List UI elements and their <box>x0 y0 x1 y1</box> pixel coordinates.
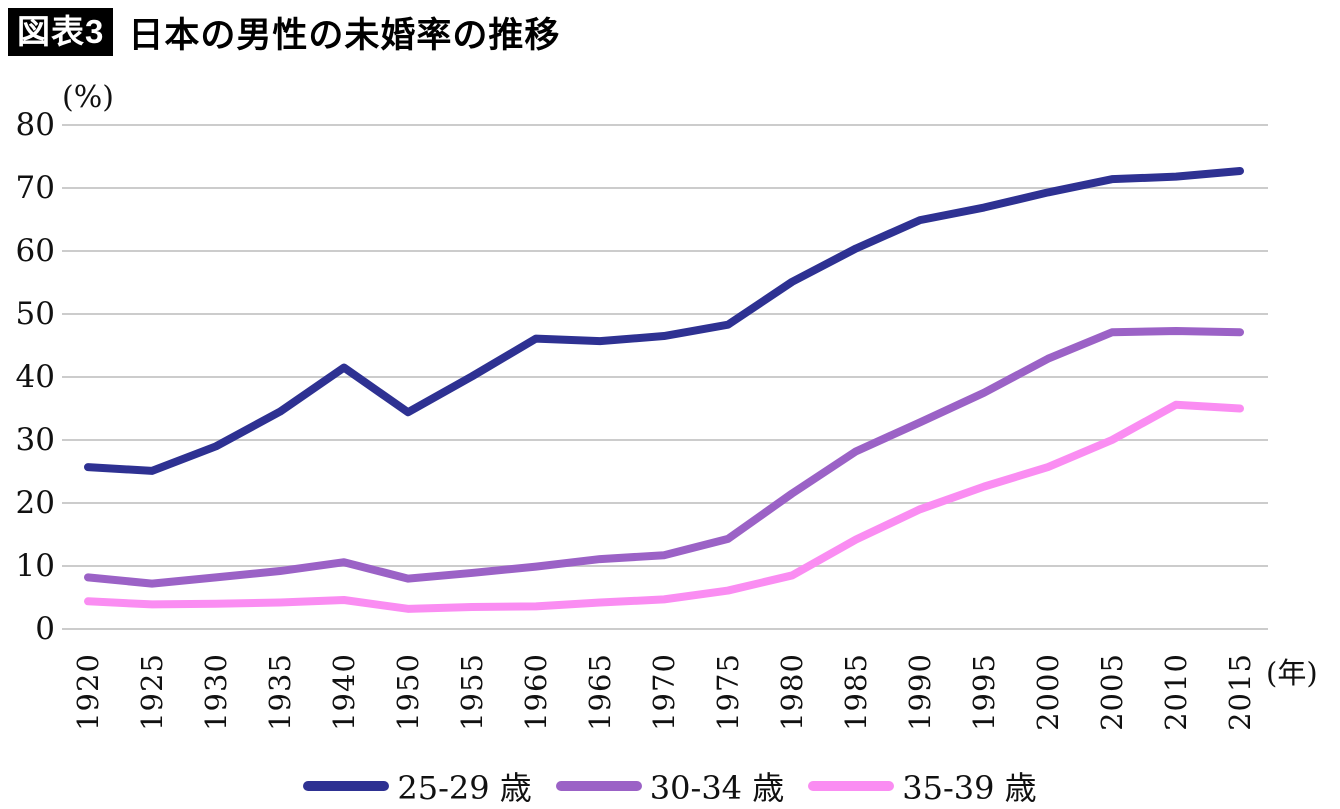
figure-number-badge: 図表3 <box>8 8 114 56</box>
x-tick-label-1920: 1920 <box>71 653 105 731</box>
y-tick-label-40: 40 <box>15 359 55 395</box>
legend-item-2: 35-39 歳 <box>808 763 1037 809</box>
series-line-2 <box>84 400 1244 613</box>
figure-title: 日本の男性の未婚率の推移 <box>128 15 561 55</box>
y-tick-label-50: 50 <box>15 296 55 332</box>
y-tick-label-70: 70 <box>15 170 55 206</box>
legend-line-swatch-1 <box>555 781 642 791</box>
legend-line-swatch-0 <box>303 781 390 791</box>
x-tick-label-1940: 1940 <box>327 653 361 731</box>
legend-label-1: 30-34 歳 <box>649 769 785 807</box>
legend-item-1: 30-34 歳 <box>555 763 785 809</box>
x-tick-label-2000: 2000 <box>1031 653 1065 731</box>
x-tick-label-1935: 1935 <box>263 653 297 731</box>
x-tick-label-2010: 2010 <box>1159 653 1193 731</box>
y-tick-label-30: 30 <box>15 422 55 458</box>
legend-item-0: 25-29 歳 <box>303 763 532 809</box>
series-line-0 <box>84 166 1244 475</box>
x-tick-label-1990: 1990 <box>903 653 937 731</box>
y-tick-label-10: 10 <box>15 548 55 584</box>
x-tick-label-1950: 1950 <box>391 653 425 731</box>
x-tick-label-1985: 1985 <box>839 653 873 731</box>
y-tick-label-80: 80 <box>15 107 55 143</box>
x-tick-label-1975: 1975 <box>711 653 745 731</box>
series-line-1 <box>84 327 1244 588</box>
y-tick-label-20: 20 <box>15 485 55 521</box>
figure-header: 図表3 日本の男性の未婚率の推移 <box>8 8 560 56</box>
x-tick-label-2005: 2005 <box>1095 653 1129 731</box>
legend-line-swatch-2 <box>808 781 895 791</box>
x-tick-label-2015: 2015 <box>1223 653 1257 731</box>
x-tick-label-1995: 1995 <box>967 653 1001 731</box>
legend-label-2: 35-39 歳 <box>902 769 1037 807</box>
x-tick-label-1955: 1955 <box>455 653 489 731</box>
y-tick-label-60: 60 <box>15 233 55 269</box>
x-tick-label-1960: 1960 <box>519 653 553 731</box>
x-axis-unit-label: (年) <box>1266 656 1318 690</box>
y-axis-unit-label: (%) <box>62 80 114 115</box>
chart-legend: 25-29 歳 30-34 歳 35-39 歳 <box>0 763 1340 809</box>
y-tick-label-0: 0 <box>35 611 55 647</box>
legend-label-0: 25-29 歳 <box>397 769 532 807</box>
x-tick-label-1980: 1980 <box>775 653 809 731</box>
x-tick-label-1930: 1930 <box>199 653 233 731</box>
x-tick-label-1965: 1965 <box>583 653 617 731</box>
x-tick-label-1970: 1970 <box>647 653 681 731</box>
x-tick-label-1925: 1925 <box>135 653 169 731</box>
